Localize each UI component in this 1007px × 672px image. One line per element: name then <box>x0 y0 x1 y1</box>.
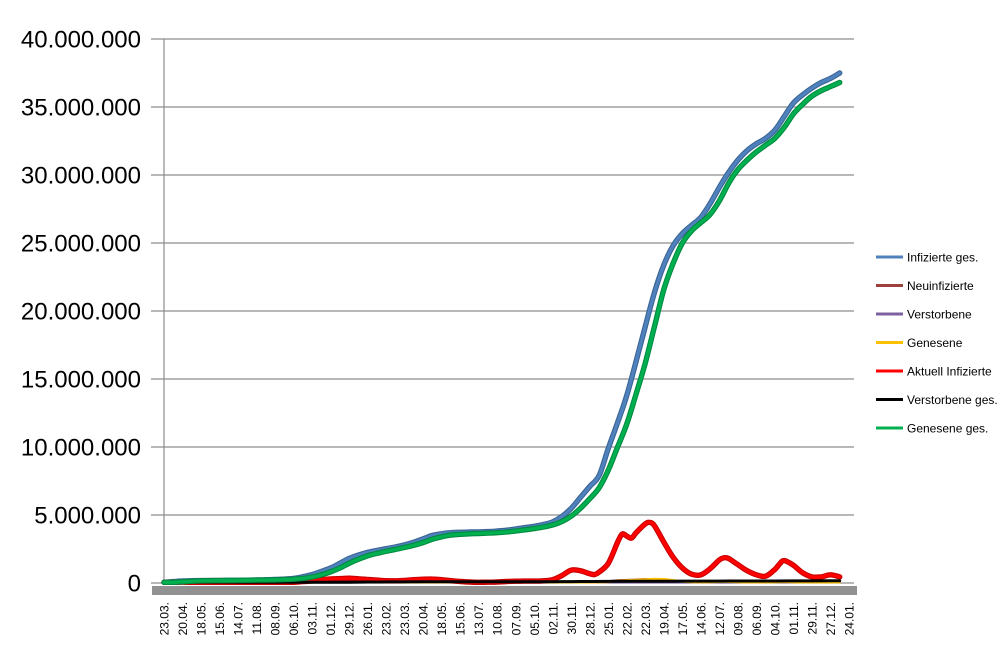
x-axis-label: 18.05. <box>195 602 209 635</box>
x-axis-label: 20.04. <box>176 602 190 635</box>
x-axis-label: 20.04. <box>417 602 431 635</box>
legend-item-verstorbene: Verstorbene <box>876 308 972 322</box>
x-axis-label: 11.08. <box>250 602 264 634</box>
x-axis-label: 22.03. <box>639 602 653 635</box>
legend-label-verstorbene: Verstorbene <box>907 308 972 322</box>
x-axis-label: 15.06. <box>213 602 227 635</box>
x-axis-label: 30.11. <box>565 602 579 634</box>
legend-item-infizierte-ges: Infizierte ges. <box>876 251 978 265</box>
x-axis-label: 15.06. <box>454 602 468 635</box>
x-axis-shadow-bar <box>152 586 857 595</box>
x-axis-label: 29.12. <box>343 602 357 635</box>
x-axis-label: 17.05. <box>676 602 690 635</box>
x-axis-label: 09.08. <box>731 602 745 635</box>
x-axis-label: 19.04. <box>657 602 671 635</box>
y-axis-label: 15.000.000 <box>21 367 141 394</box>
series-line-edge-infizierte-ges <box>161 70 843 585</box>
y-axis-label: 5.000.000 <box>34 503 141 530</box>
x-axis-label: 18.05. <box>435 602 449 635</box>
x-axis-label: 28.12. <box>583 602 597 635</box>
legend-item-genesene: Genesene <box>876 336 963 350</box>
legend-label-genesene: Genesene <box>907 336 963 350</box>
legend-item-aktuell-infizierte: Aktuell Infizierte <box>876 365 992 379</box>
legend-item-neuinfizierte: Neuinfizierte <box>876 279 974 293</box>
x-axis-label: 14.06. <box>694 602 708 635</box>
x-axis-label: 10.08. <box>491 602 505 635</box>
x-axis-label: 08.09. <box>269 602 283 635</box>
x-axis-label: 12.07. <box>713 602 727 635</box>
legend-label-infizierte-ges: Infizierte ges. <box>907 251 978 265</box>
x-axis-label: 06.09. <box>750 602 764 635</box>
x-axis-label: 06.10. <box>287 602 301 635</box>
y-axis-label: 0 <box>128 571 141 598</box>
x-axis-label: 04.10. <box>768 602 782 635</box>
series-line-genesene-ges <box>162 80 842 584</box>
x-axis-label: 22.02. <box>620 602 634 635</box>
y-axis-label: 40.000.000 <box>21 27 141 54</box>
x-axis-label: 23.03. <box>398 602 412 635</box>
x-axis-label: 23.02. <box>380 602 394 635</box>
x-axis-label: 01.12. <box>324 602 338 635</box>
legend-label-aktuell-infizierte: Aktuell Infizierte <box>907 365 992 379</box>
y-axis-label: 10.000.000 <box>21 435 141 462</box>
x-axis-label: 27.12. <box>824 602 838 635</box>
y-axis-label: 30.000.000 <box>21 163 141 190</box>
x-axis-label: 25.01. <box>602 602 616 635</box>
y-axis-label: 35.000.000 <box>21 95 141 122</box>
x-axis-label: 23.03. <box>158 602 172 635</box>
y-axis-label: 20.000.000 <box>21 299 141 326</box>
x-axis-label: 02.11. <box>546 602 560 634</box>
x-axis-label: 05.10. <box>528 602 542 635</box>
series-line-verstorbene-ges <box>162 579 842 584</box>
x-axis-label: 07.09. <box>509 602 523 635</box>
y-axis-label: 25.000.000 <box>21 231 141 258</box>
legend-item-verstorbene-ges: Verstorbene ges. <box>876 393 998 407</box>
legend-label-neuinfizierte: Neuinfizierte <box>907 279 974 293</box>
series-line-infizierte-ges <box>162 71 842 584</box>
x-axis-label: 24.01. <box>843 602 857 635</box>
x-axis-label: 03.11. <box>306 602 320 634</box>
x-axis-label: 01.11. <box>787 602 801 634</box>
legend-label-verstorbene-ges: Verstorbene ges. <box>907 393 998 407</box>
legend-label-genesene-ges: Genesene ges. <box>907 422 988 436</box>
legend-item-genesene-ges: Genesene ges. <box>876 422 988 436</box>
x-axis-label: 13.07. <box>472 602 486 635</box>
x-axis-label: 29.11. <box>805 602 819 634</box>
x-axis-label: 14.07. <box>232 602 246 635</box>
x-axis-label: 26.01. <box>361 602 375 635</box>
